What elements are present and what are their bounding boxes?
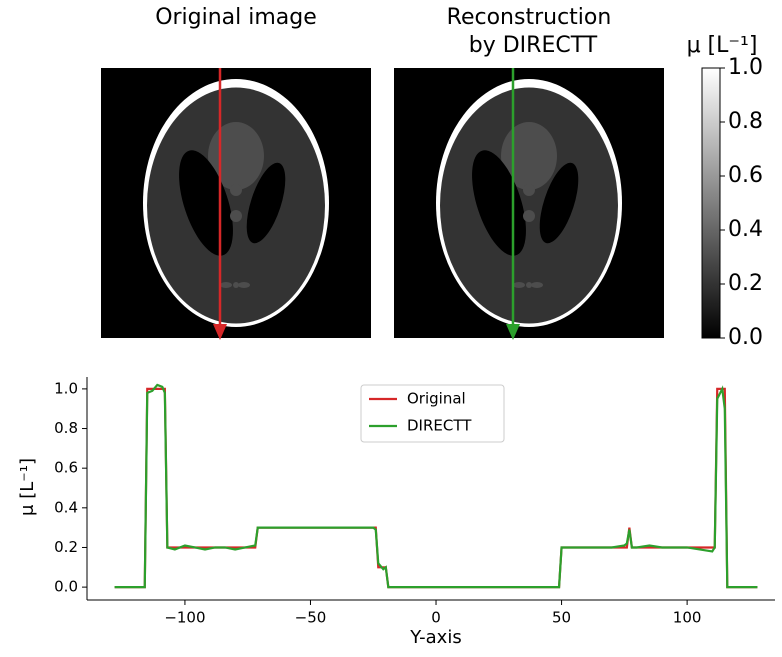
original-image	[101, 68, 371, 340]
x-tick-label: −50	[295, 609, 327, 627]
legend-label: DIRECTT	[407, 417, 472, 435]
y-tick-label: 0.4	[54, 498, 78, 516]
colorbar-tick-label: 0.8	[728, 109, 763, 134]
x-tick-label: 100	[673, 609, 702, 627]
legend-label: Original	[407, 390, 466, 408]
colorbar-tick-label: 1.0	[728, 55, 763, 80]
x-axis-label: Y-axis	[409, 627, 461, 648]
x-tick-label: 50	[552, 609, 571, 627]
colorbar-tick-label: 0.6	[728, 163, 763, 188]
image-title: by DIRECTT	[469, 33, 598, 58]
y-tick-label: 0.8	[54, 419, 78, 437]
colorbar-tick-label: 0.2	[728, 271, 763, 296]
colorbar-tick-label: 0.4	[728, 217, 763, 242]
y-axis-label: μ [L⁻¹]	[17, 458, 38, 516]
colorbar-tick-label: 0.0	[728, 325, 763, 350]
y-tick-label: 1.0	[54, 379, 78, 397]
y-tick-label: 0.6	[54, 459, 78, 477]
reconstruction-image	[394, 68, 664, 340]
colorbar-label: μ [L⁻¹]	[687, 33, 758, 58]
series-line	[114, 383, 758, 589]
x-tick-label: 0	[431, 609, 441, 627]
image-title: Original image	[155, 5, 317, 30]
x-tick-label: −100	[164, 609, 205, 627]
y-tick-label: 0.0	[54, 578, 78, 596]
image-title: Reconstruction	[447, 5, 612, 30]
y-tick-label: 0.2	[54, 538, 78, 556]
colorbar	[701, 67, 721, 339]
